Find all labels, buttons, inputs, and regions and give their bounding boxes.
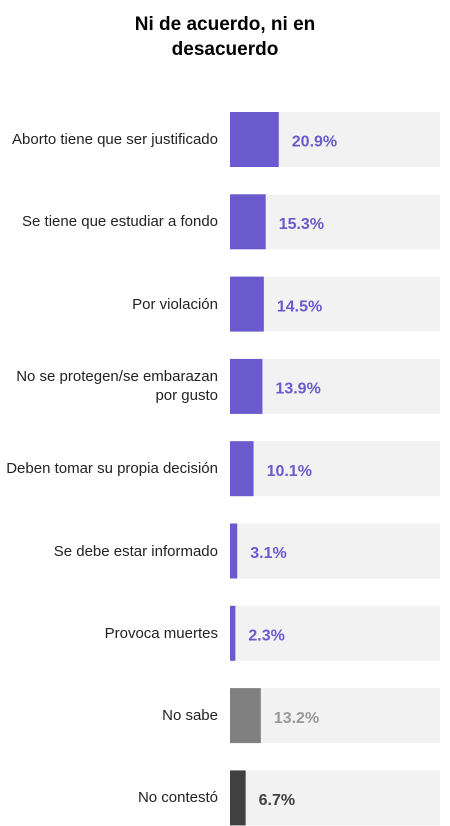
category-text: No se protegen/se embarazan por gusto [16, 368, 218, 405]
bar [230, 112, 279, 167]
category-text: Deben tomar su propia decisión [6, 460, 218, 478]
value-label: 20.9% [292, 134, 337, 151]
category-label: Deben tomar su propia decisión [4, 441, 218, 496]
bar [230, 605, 236, 661]
category-text: Se debe estar informado [53, 542, 218, 560]
category-label: No contestó [4, 770, 218, 825]
bar-track [230, 276, 440, 332]
category-label: Se tiene que estudiar a fondo [4, 194, 218, 249]
title-text: Ni de acuerdo, ni en desacuerdo [134, 14, 316, 60]
bar-track [230, 688, 440, 744]
value-label: 13.2% [274, 710, 319, 727]
value-label: 6.7% [259, 792, 295, 809]
bar-track [230, 770, 440, 826]
category-label: No se protegen/se embarazan por gusto [4, 359, 218, 414]
category-text: No contestó [137, 789, 218, 807]
category-label: Provoca muertes [4, 606, 218, 661]
bar-track [230, 441, 440, 497]
value-label: 3.1% [250, 545, 286, 562]
bar-track [230, 605, 440, 661]
bar [230, 358, 263, 414]
category-label: Aborto tiene que ser justificado [4, 112, 218, 167]
chart-title: Ni de acuerdo, ni en desacuerdo [0, 12, 450, 62]
category-text: Provoca muertes [104, 624, 218, 642]
category-text: Aborto tiene que ser justificado [12, 131, 218, 148]
bar [230, 441, 254, 497]
value-label: 14.5% [277, 298, 322, 315]
value-label: 15.3% [279, 216, 324, 233]
category-label: Se debe estar informado [4, 524, 218, 579]
category-text: Por violación [132, 295, 218, 313]
value-label: 10.1% [267, 463, 312, 480]
category-label: No sabe [4, 688, 218, 743]
bar-track [230, 523, 440, 579]
category-text: No sabe [162, 707, 218, 725]
bar [230, 770, 246, 826]
bar-track [230, 358, 440, 414]
value-label: 13.9% [275, 381, 320, 398]
category-text: Se tiene que estudiar a fondo [22, 213, 218, 231]
bar [230, 523, 238, 579]
value-label: 2.3% [248, 628, 284, 645]
bar [230, 688, 261, 744]
bar [230, 276, 264, 332]
bar [230, 194, 266, 250]
category-label: Por violación [4, 277, 218, 332]
